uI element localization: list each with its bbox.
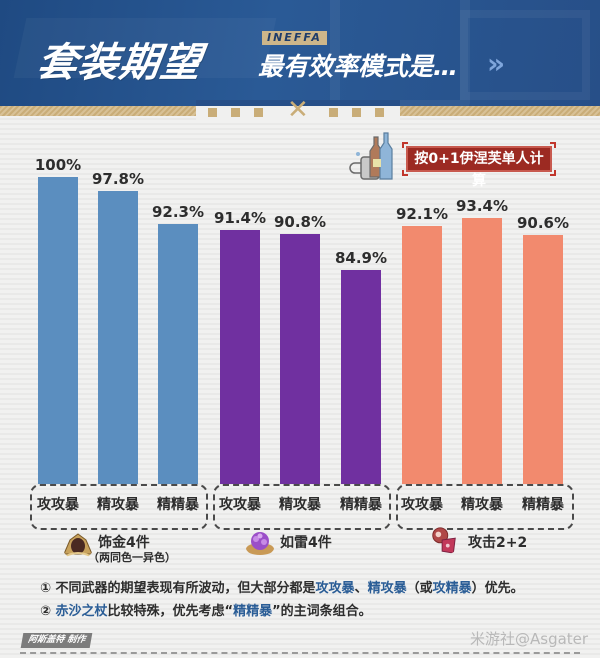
bar — [523, 234, 563, 484]
character-tag: INEFFA — [262, 31, 327, 45]
bar-value-label: 90.6% — [516, 213, 570, 232]
bar-value-label: 84.9% — [334, 249, 388, 267]
highlight-term: 精攻暴 — [367, 581, 407, 596]
divider-square — [352, 108, 361, 117]
category-label: 攻攻暴 — [219, 497, 261, 513]
footnote-number: ② — [40, 604, 52, 619]
footnote-number: ① — [40, 581, 52, 596]
bracket-corner — [402, 142, 408, 148]
bar-value-label: 92.3% — [151, 203, 205, 222]
bar-value-label: 97.8% — [91, 169, 145, 188]
bar — [341, 270, 381, 484]
legend-gilded-note: （两同色一异色） — [88, 551, 176, 564]
bar-value-label: 92.1% — [395, 204, 449, 223]
footnote-text: 、 — [354, 581, 368, 596]
page-subtitle: 最有效率模式是… — [258, 52, 459, 81]
footnote-text: 不同武器的期望表现有所波动，但大部分都是 — [51, 581, 316, 596]
divider-square — [375, 108, 384, 117]
double-chevron-icon: » — [487, 47, 505, 80]
legend-thunder-set: 如雷4件 — [280, 535, 332, 551]
highlight-term: 攻攻暴 — [315, 581, 355, 596]
bracket-corner — [550, 142, 556, 148]
bar-value-label: 93.4% — [455, 196, 509, 215]
bar — [402, 225, 442, 484]
bar-value-label: 91.4% — [213, 208, 267, 227]
footnote-2: ② 赤沙之杖比较特殊，优先考虑“精精暴”的主词条组合。 — [40, 600, 372, 619]
group-box-thunder — [213, 484, 391, 530]
category-label: 精攻暴 — [97, 497, 139, 513]
thundering-fury-flower-icon — [246, 532, 274, 555]
category-label: 攻攻暴 — [37, 497, 79, 513]
bracket-corner — [402, 170, 408, 176]
legend-gilded-set: 饰金4件 — [98, 535, 150, 551]
category-label: 精精暴 — [340, 497, 382, 513]
footnote-1: ① 不同武器的期望表现有所波动，但大部分都是攻攻暴、精攻暴（或攻精暴）优先。 — [40, 577, 524, 596]
group-box-atk — [396, 484, 574, 530]
header-decoration — [330, 0, 470, 106]
divider-square — [208, 108, 217, 117]
divider-square — [231, 108, 240, 117]
bracket-corner — [550, 170, 556, 176]
legend-atk-set: 攻击2+2 — [468, 535, 528, 551]
watermark: 米游社@Asgater — [470, 630, 589, 648]
bottles-icon — [349, 132, 393, 180]
footnote-text: ）优先。 — [471, 581, 524, 596]
cross-icon: ✕ — [287, 95, 309, 125]
highlight-term: 赤沙之杖 — [51, 604, 108, 619]
atk-set-flower-icon — [432, 527, 456, 554]
highlight-term: 精精暴 — [233, 604, 273, 619]
divider-square — [329, 108, 338, 117]
bar — [158, 224, 198, 484]
bar — [38, 177, 78, 484]
bar — [220, 229, 260, 484]
page-title: 套装期望 — [34, 40, 205, 86]
calc-basis-badge: 按0+1伊涅芙单人计算 — [406, 146, 552, 189]
footnote-text: ”的主词条组合。 — [272, 604, 372, 619]
bar-value-label: 90.8% — [273, 212, 327, 231]
group-box-gilded — [30, 484, 208, 530]
bar-value-label: 100% — [34, 156, 82, 174]
highlight-term: 攻精暴 — [432, 581, 472, 596]
header-banner: 套装期望 INEFFA 最有效率模式是… » — [0, 0, 600, 106]
footnote-text: （或 — [406, 581, 433, 596]
category-label: 精精暴 — [157, 497, 199, 513]
footnote-text: 比较特殊，优先考虑“ — [107, 604, 234, 619]
gilded-dreams-flower-icon — [63, 533, 93, 557]
category-label: 精攻暴 — [279, 497, 321, 513]
divider-square — [254, 108, 263, 117]
category-label: 精攻暴 — [461, 497, 503, 513]
footer-dashed-line — [20, 652, 580, 654]
bar — [280, 233, 320, 484]
author-credit-badge: 阿斯盖特 制作 — [20, 633, 93, 648]
bar — [462, 217, 502, 484]
bar — [98, 190, 138, 484]
category-label: 攻攻暴 — [401, 497, 443, 513]
category-label: 精精暴 — [522, 497, 564, 513]
calc-note: 按0+1伊涅芙单人计算 — [344, 127, 564, 189]
divider-gap — [196, 100, 400, 120]
header-decoration — [460, 10, 590, 100]
